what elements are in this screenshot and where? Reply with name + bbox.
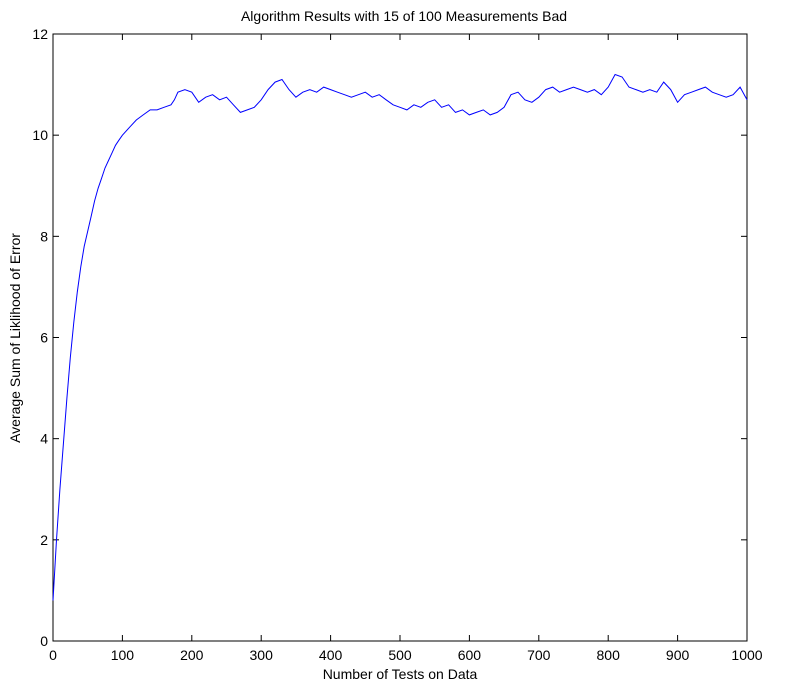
x-axis-label: Number of Tests on Data xyxy=(323,666,478,682)
y-tick-label: 2 xyxy=(40,532,48,548)
x-axis-ticks: 0 100 200 300 400 500 600 700 800 900 1000 xyxy=(49,34,763,663)
y-tick-label: 4 xyxy=(40,431,48,447)
y-tick-label: 0 xyxy=(40,633,48,649)
y-tick-label: 10 xyxy=(32,127,48,143)
y-tick-label: 8 xyxy=(40,228,48,244)
x-tick-label: 800 xyxy=(597,647,621,663)
y-tick-label: 12 xyxy=(32,26,48,42)
x-tick-label: 0 xyxy=(49,647,57,663)
x-tick-label: 400 xyxy=(319,647,343,663)
x-tick-label: 500 xyxy=(388,647,412,663)
x-tick-label: 300 xyxy=(250,647,274,663)
plot-frame xyxy=(52,33,748,642)
y-tick-label: 6 xyxy=(40,330,48,346)
x-tick-label: 200 xyxy=(180,647,204,663)
series-line xyxy=(52,73,748,601)
x-tick-label: 100 xyxy=(111,647,135,663)
x-tick-label: 700 xyxy=(527,647,551,663)
x-tick-label: 600 xyxy=(458,647,482,663)
x-tick-label: 900 xyxy=(666,647,690,663)
chart-title: Algorithm Results with 15 of 100 Measure… xyxy=(241,8,567,24)
y-axis-label: Average Sum of Liklihood of Error xyxy=(7,233,23,443)
x-tick-label: 1000 xyxy=(731,647,762,663)
y-axis-ticks: 0 2 4 6 8 10 12 xyxy=(32,26,747,649)
